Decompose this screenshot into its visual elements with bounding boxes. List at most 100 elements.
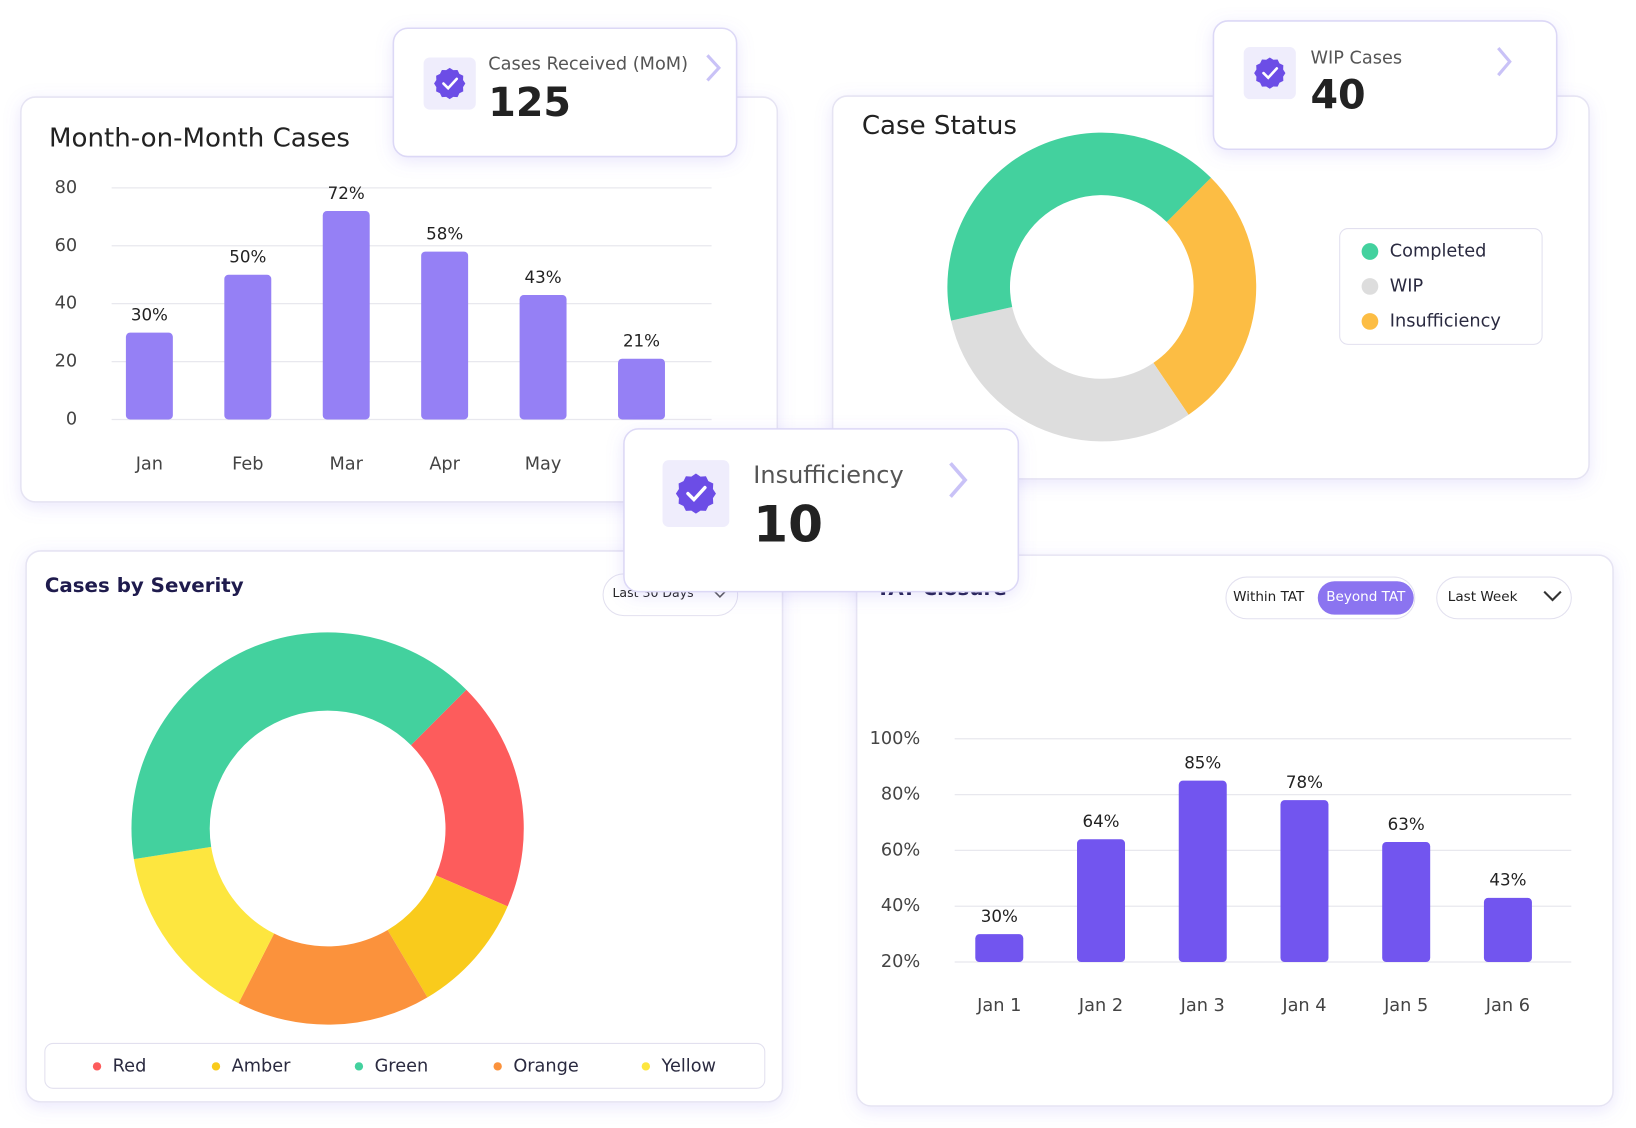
legend-label: Green: [375, 1056, 429, 1076]
plots: 0 20 40 60 80 Jan 30% Feb 50% Mar 72% Apr 58% May 43% 2…: [55, 132, 1572, 1076]
bar: [975, 934, 1024, 963]
card-bg: [392, 27, 738, 158]
card-title: Insufficiency: [753, 461, 903, 489]
y-tick-label: 60: [55, 236, 78, 256]
legend-label: Completed: [1390, 242, 1487, 262]
legend-box: [1339, 228, 1543, 345]
chart-title: Month-on-Month Cases: [49, 123, 350, 153]
value-label: 72%: [328, 184, 365, 203]
legend-label: Red: [113, 1056, 147, 1076]
chart-title: Case Status: [862, 111, 1017, 141]
period-label: Last Week: [1448, 589, 1518, 605]
card-value: 40: [1310, 73, 1365, 119]
legend-marker: [211, 1062, 221, 1071]
donut-slice: [410, 689, 524, 907]
icon-badge: [434, 67, 466, 100]
y-tick-label: 20: [55, 352, 78, 372]
donut-slice: [947, 132, 1211, 321]
card-value: 125: [488, 80, 571, 126]
dropdown-chevron: [1543, 590, 1562, 602]
y-tick-label: 60%: [881, 840, 920, 860]
kpi-card[interactable]: Cases Received (MoM) 125: [392, 27, 738, 158]
legend-label: Amber: [232, 1056, 292, 1076]
card-icon: [1243, 47, 1296, 100]
y-tick-label: 40: [55, 294, 78, 314]
value-label: 43%: [1489, 871, 1526, 890]
y-tick-label: 40%: [881, 896, 920, 916]
x-tick-label: Feb: [232, 454, 263, 474]
icon-badge: [675, 473, 716, 514]
card-icon: [662, 460, 730, 527]
y-tick-label: 0: [66, 409, 77, 429]
bar: [618, 358, 665, 420]
chart-title: Cases by Severity: [45, 574, 244, 597]
bar: [224, 274, 272, 420]
legend-label: Orange: [513, 1056, 578, 1076]
icon-check: [686, 485, 707, 502]
donut-slice: [1153, 177, 1257, 415]
x-tick-label: May: [525, 454, 562, 474]
legend-marker: [92, 1062, 102, 1071]
bar: [1483, 897, 1532, 963]
value-label: 58%: [426, 224, 463, 243]
value-label: 64%: [1082, 812, 1119, 831]
dropdown-chevron: [713, 590, 727, 598]
card-chevron: [706, 54, 722, 82]
donut-slice: [238, 929, 428, 1025]
value-label: 21%: [623, 331, 660, 350]
value-label: 63%: [1388, 815, 1425, 834]
donut-slice: [133, 846, 275, 1004]
value-label: 50%: [229, 248, 266, 267]
y-tick-label: 100%: [870, 729, 921, 749]
bar: [1382, 842, 1431, 963]
legend-marker: [641, 1062, 651, 1071]
legend-label: Yellow: [660, 1056, 716, 1076]
toggle-option[interactable]: Beyond TAT: [1326, 589, 1406, 605]
legend-marker: [1361, 313, 1379, 330]
x-tick-label: Mar: [330, 454, 364, 474]
icon-badge: [1254, 57, 1286, 89]
card-icon: [423, 57, 476, 110]
cards: Cases Received (MoM) 125 WIP Cases 40 In…: [392, 20, 1558, 593]
x-tick-label: Jan 5: [1383, 996, 1428, 1016]
legend-marker: [493, 1062, 502, 1071]
toggle-active[interactable]: [1317, 581, 1414, 615]
legend-marker: [1361, 278, 1379, 295]
legend-box: [44, 1042, 766, 1089]
x-tick-label: Jan 4: [1281, 996, 1326, 1016]
bar: [125, 332, 173, 420]
bar: [1178, 780, 1227, 963]
period-dropdown[interactable]: [1436, 576, 1572, 620]
x-tick-label: Jan 2: [1078, 996, 1123, 1016]
value-label: 78%: [1286, 773, 1323, 792]
legend-label: WIP: [1390, 276, 1424, 296]
card-chevron: [1497, 47, 1512, 77]
bar: [1280, 800, 1329, 963]
panel: [855, 554, 1614, 1107]
y-tick-label: 80: [55, 178, 78, 198]
kpi-card[interactable]: WIP Cases 40: [1212, 20, 1558, 151]
bar: [421, 251, 469, 420]
donut-slice: [131, 632, 467, 860]
x-tick-label: Jan 3: [1180, 996, 1225, 1016]
value-label: 43%: [525, 268, 562, 287]
kpi-card[interactable]: Insufficiency 10: [623, 428, 1020, 593]
icon-check: [1262, 67, 1279, 80]
legend-label: Insufficiency: [1390, 311, 1501, 331]
value-label: 85%: [1184, 753, 1221, 772]
legend-marker: [1361, 243, 1379, 260]
bar: [322, 211, 370, 420]
card-title: WIP Cases: [1310, 48, 1402, 68]
x-tick-label: Apr: [429, 454, 460, 474]
y-tick-label: 20%: [881, 952, 920, 972]
card-value: 10: [753, 496, 823, 554]
value-label: 30%: [981, 907, 1018, 926]
bar: [519, 294, 567, 420]
icon-check: [442, 77, 459, 91]
y-tick-label: 80%: [881, 785, 920, 805]
value-label: 30%: [131, 305, 168, 324]
legend-marker: [354, 1062, 364, 1071]
toggle-option[interactable]: Within TAT: [1233, 589, 1305, 605]
card-chevron: [949, 462, 968, 498]
